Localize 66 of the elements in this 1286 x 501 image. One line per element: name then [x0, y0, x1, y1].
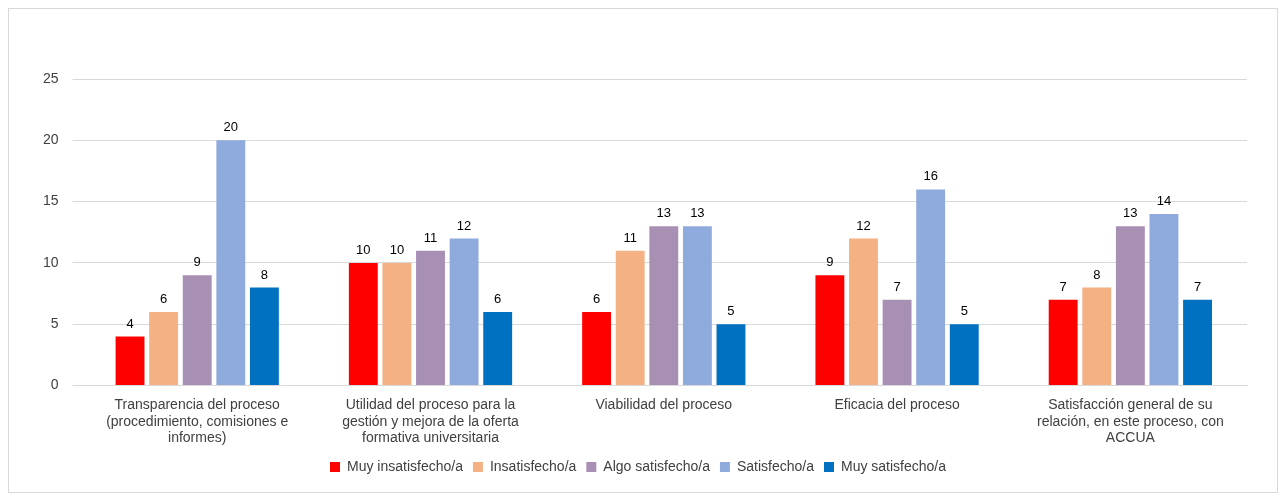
y-tick-label: 5: [50, 315, 59, 332]
bar: [149, 312, 179, 386]
bar: [815, 275, 845, 386]
data-label: 5: [727, 303, 735, 319]
data-label: 4: [126, 315, 134, 331]
data-label: 12: [856, 217, 871, 233]
bar: [249, 287, 279, 386]
bar: [882, 299, 912, 386]
bar: [682, 226, 712, 386]
data-label: 11: [623, 229, 637, 245]
bar: [182, 275, 212, 386]
bar: [216, 140, 246, 386]
bar: [949, 324, 979, 386]
bar: [716, 324, 746, 386]
data-label: 7: [1193, 278, 1202, 294]
data-label: 6: [494, 291, 502, 307]
data-label: 12: [456, 217, 472, 233]
data-label: 13: [656, 205, 672, 221]
bar: [1115, 226, 1145, 386]
data-label: 20: [223, 119, 239, 135]
bar: [649, 226, 679, 386]
bar: [1183, 299, 1212, 386]
bar: [483, 312, 513, 386]
data-label: 6: [592, 291, 601, 307]
data-label: 11: [423, 229, 438, 245]
data-label: 7: [1059, 278, 1067, 294]
x-tick-label: Transparencia del proceso (procedimiento, comisiones e informes): [106, 395, 289, 446]
data-label: 8: [260, 266, 269, 282]
data-label: 9: [193, 254, 201, 270]
y-tick-label: 0: [50, 376, 59, 393]
bar: [615, 250, 645, 386]
bar: [115, 336, 145, 386]
bar: [382, 262, 412, 386]
bar: [582, 312, 612, 386]
x-tick-label: Eficacia del proceso: [834, 395, 960, 412]
y-tick-label: 15: [42, 192, 59, 209]
bar: [1149, 213, 1179, 386]
legend-label: Algo satisfecho/a: [603, 457, 711, 474]
bar: [1082, 287, 1112, 386]
data-label: 7: [893, 278, 901, 294]
data-label: 16: [923, 168, 938, 184]
x-tick-label: Utilidad del proceso para la gestión y mejora de la oferta formativa universitaria: [342, 395, 520, 446]
bar: [916, 189, 946, 386]
x-tick-label: Viabilidad del proceso: [595, 395, 733, 412]
y-tick-label: 20: [42, 131, 59, 148]
data-label: 5: [960, 303, 968, 319]
data-label: 13: [1123, 205, 1138, 221]
data-label: 10: [389, 242, 405, 258]
legend-label: Insatisfecho/a: [489, 457, 577, 474]
y-tick-label: 25: [42, 69, 59, 86]
data-label: 9: [826, 254, 834, 270]
data-label: 10: [356, 242, 371, 258]
x-tick-label: Satisfacción general de su relación, en este proceso, con ACCUA: [1036, 395, 1224, 446]
y-tick-label: 10: [42, 253, 59, 270]
bar: [449, 238, 479, 386]
bar: [416, 250, 445, 386]
legend-label: Muy satisfecho/a: [840, 457, 947, 474]
data-label: 13: [690, 205, 705, 221]
data-label: 8: [1093, 266, 1101, 282]
legend-label: Satisfecho/a: [736, 457, 815, 474]
bar: [1048, 299, 1078, 386]
bar: [348, 262, 378, 386]
data-label: 6: [160, 291, 168, 307]
data-label: 14: [1156, 192, 1172, 208]
legend-label: Muy insatisfecho/a: [346, 457, 464, 474]
bar: [849, 238, 878, 386]
